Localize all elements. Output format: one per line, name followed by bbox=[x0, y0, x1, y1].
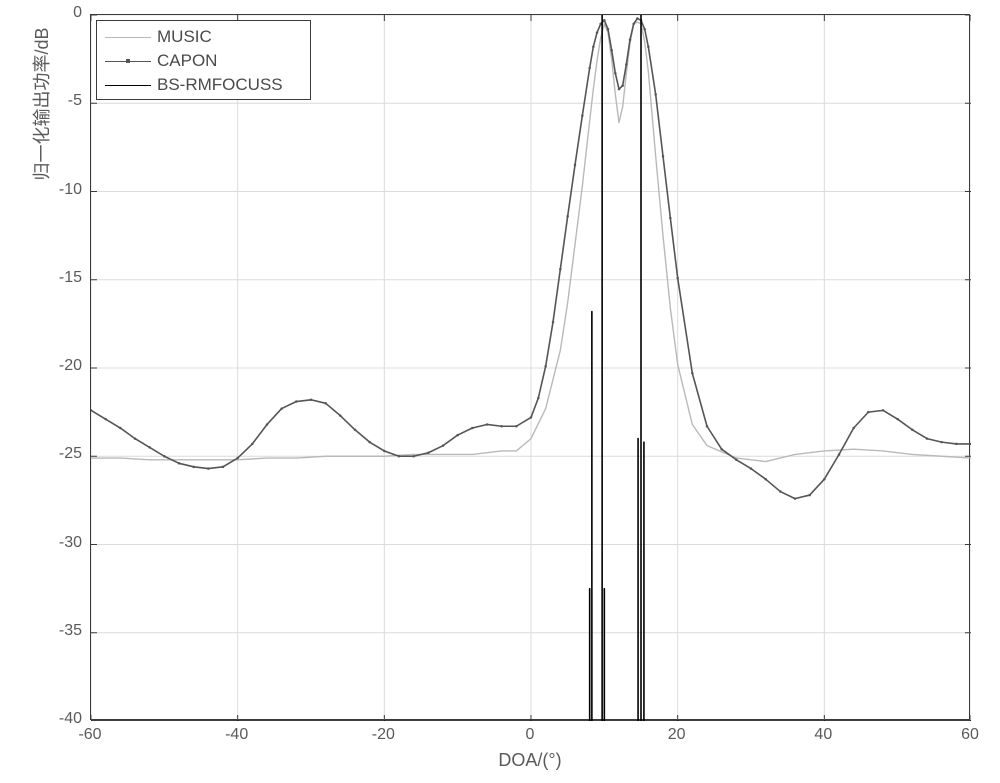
y-tick-label: -10 bbox=[59, 181, 82, 199]
legend-swatch bbox=[105, 49, 151, 73]
x-tick-label: 0 bbox=[510, 726, 550, 744]
legend-item: CAPON bbox=[105, 49, 302, 73]
y-tick-label: 0 bbox=[73, 4, 82, 22]
x-axis-label: DOA/(°) bbox=[90, 750, 970, 771]
y-tick-label: -30 bbox=[59, 534, 82, 552]
y-tick-label: -15 bbox=[59, 269, 82, 287]
y-tick-label: -35 bbox=[59, 622, 82, 640]
legend: MUSIC CAPON BS-RMFOCUSS bbox=[96, 20, 311, 100]
y-tick-label: -5 bbox=[68, 92, 82, 110]
legend-swatch bbox=[105, 25, 151, 49]
y-tick-label: -25 bbox=[59, 445, 82, 463]
legend-swatch bbox=[105, 73, 151, 97]
figure: DOA/(°) 归一化输出功率/dB MUSIC CAPON BS-RMFOCUSS… bbox=[0, 0, 1000, 783]
plot-area bbox=[90, 14, 970, 720]
legend-item: BS-RMFOCUSS bbox=[105, 73, 302, 97]
y-tick-label: -20 bbox=[59, 357, 82, 375]
y-tick-label: -40 bbox=[59, 710, 82, 728]
x-tick-label: -20 bbox=[363, 726, 403, 744]
legend-label: BS-RMFOCUSS bbox=[151, 75, 283, 95]
legend-item: MUSIC bbox=[105, 25, 302, 49]
x-tick-label: -40 bbox=[217, 726, 257, 744]
legend-label: MUSIC bbox=[151, 27, 212, 47]
y-axis-label: 归一化输出功率/dB bbox=[28, 0, 54, 457]
legend-label: CAPON bbox=[151, 51, 217, 71]
x-tick-label: -60 bbox=[70, 726, 110, 744]
x-tick-label: 60 bbox=[950, 726, 990, 744]
plot-svg bbox=[91, 15, 971, 721]
x-tick-label: 20 bbox=[657, 726, 697, 744]
x-tick-label: 40 bbox=[803, 726, 843, 744]
